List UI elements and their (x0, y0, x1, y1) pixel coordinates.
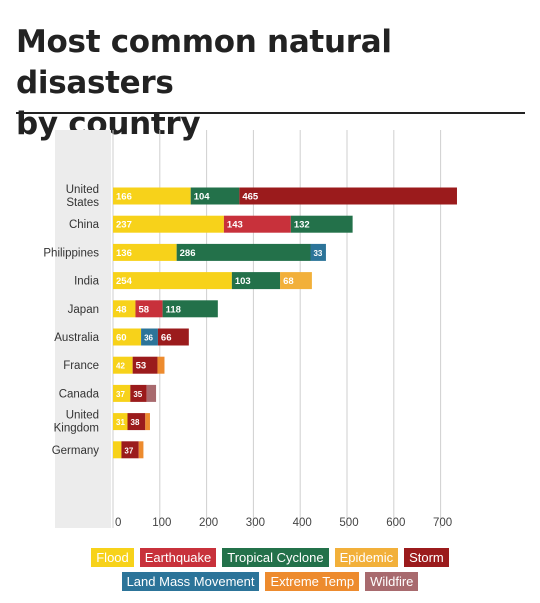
x-tick-label-200: 200 (199, 517, 218, 529)
title-divider (16, 112, 525, 114)
category-label-japan: Japan (68, 304, 99, 316)
bar-china-tropical-cyclone (290, 215, 353, 233)
bar-india-tropical-cyclone (231, 272, 281, 290)
data-label-united-kingdom-storm: 38 (131, 418, 140, 427)
legend-row-2: Land Mass Movement Extreme Temp Wildfire (0, 572, 540, 591)
bar-united-kingdom-flood (113, 413, 128, 431)
data-label-china-earthquake: 143 (227, 220, 243, 231)
bar-united-states-storm (239, 187, 457, 205)
data-label-japan-earthquake: 58 (138, 304, 149, 315)
bar-china-earthquake (223, 215, 291, 233)
x-tick-label-600: 600 (386, 517, 405, 529)
bar-united-states-flood (113, 187, 191, 205)
category-label-united-states: United States (66, 184, 99, 209)
chart-title-line-1: Most common natural disasters (16, 24, 392, 101)
legend-item-flood: Flood (91, 548, 134, 567)
category-label-germany: Germany (52, 445, 100, 457)
x-tick-label-100: 100 (152, 517, 171, 529)
bar-philippines-flood (113, 243, 177, 261)
bar-philippines-land-mass-movement (310, 243, 326, 261)
x-tick-label-500: 500 (339, 517, 358, 529)
data-label-united-states-flood: 166 (116, 192, 132, 203)
legend-item-earthquake: Earthquake (139, 548, 217, 567)
label-column-background (55, 130, 111, 528)
bar-united-kingdom-extreme-temp (145, 413, 150, 431)
category-label-united-kingdom: United Kingdom (54, 410, 99, 435)
bar-germany-extreme-temp (138, 441, 144, 459)
bar-australia-flood (113, 328, 142, 346)
legend-item-epidemic: Epidemic (334, 548, 399, 567)
data-label-australia-flood: 60 (116, 333, 127, 344)
data-label-japan-tropical-cyclone: 118 (166, 304, 181, 315)
data-label-canada-flood: 37 (116, 390, 125, 399)
data-label-india-flood: 254 (116, 276, 133, 287)
data-label-australia-storm: 66 (161, 333, 172, 344)
bar-japan-flood (113, 300, 136, 318)
data-label-philippines-flood: 136 (116, 248, 132, 259)
data-label-japan-flood: 48 (116, 304, 127, 315)
data-label-india-tropical-cyclone: 103 (235, 276, 251, 287)
bar-united-kingdom-storm (127, 413, 146, 431)
bar-canada-flood (113, 384, 131, 402)
data-label-germany-storm: 37 (124, 446, 133, 455)
bar-france-storm (132, 356, 158, 374)
data-label-united-states-storm: 465 (242, 192, 259, 203)
data-label-france-storm: 53 (136, 361, 147, 372)
data-label-philippines-tropical-cyclone: 286 (180, 248, 196, 259)
legend-row-1: Flood Earthquake Tropical Cyclone Epidemic S… (0, 548, 540, 567)
data-label-canada-storm: 35 (133, 390, 142, 399)
data-label-france-flood: 42 (116, 362, 125, 371)
bar-germany-storm (121, 441, 139, 459)
category-label-india: India (74, 276, 100, 288)
legend-item-storm: Storm (404, 548, 449, 567)
stacked-bar-chart: 166 104 465 United States 237 143 132 China 136 28… (43, 130, 457, 529)
bar-france-extreme-temp (157, 356, 165, 374)
category-label-canada: Canada (59, 388, 100, 400)
bar-india-epidemic (280, 272, 312, 290)
chart-legend: Flood Earthquake Tropical Cyclone Epidemic S… (0, 548, 540, 596)
x-tick-label-400: 400 (293, 517, 312, 529)
data-label-united-states-tropical-cyclone: 104 (194, 192, 211, 203)
data-label-china-flood: 237 (116, 220, 132, 231)
bar-philippines-tropical-cyclone (176, 243, 311, 261)
bar-canada-wildfire (146, 384, 157, 402)
data-label-united-kingdom-flood: 31 (116, 418, 125, 427)
data-label-china-tropical-cyclone: 132 (294, 220, 310, 231)
bar-united-states-tropical-cyclone (190, 187, 240, 205)
bar-australia-land-mass-movement (141, 328, 158, 346)
data-label-australia-land-mass-movement: 36 (144, 334, 153, 343)
data-label-philippines-land-mass-movement: 33 (313, 249, 322, 258)
x-tick-label-0: 0 (115, 517, 121, 529)
legend-item-extreme-temp: Extreme Temp (265, 572, 360, 591)
category-label-australia: Australia (54, 332, 99, 344)
category-label-france: France (63, 360, 99, 372)
bar-germany-flood (113, 441, 122, 459)
bar-india-flood (113, 272, 232, 290)
category-label-philippines: Philippines (43, 247, 99, 259)
bar-australia-storm (157, 328, 189, 346)
legend-item-land-mass-movement: Land Mass Movement (121, 572, 260, 591)
bar-japan-tropical-cyclone (162, 300, 218, 318)
bar-canada-storm (130, 384, 147, 402)
legend-item-wildfire: Wildfire (365, 572, 419, 591)
x-tick-label-300: 300 (246, 517, 265, 529)
bar-japan-earthquake (135, 300, 163, 318)
x-tick-label-700: 700 (433, 517, 452, 529)
legend-item-tropical-cyclone: Tropical Cyclone (222, 548, 329, 567)
bar-china-flood (113, 215, 224, 233)
data-label-india-epidemic: 68 (283, 276, 294, 287)
bar-france-flood (113, 356, 133, 374)
category-label-china: China (69, 219, 100, 231)
